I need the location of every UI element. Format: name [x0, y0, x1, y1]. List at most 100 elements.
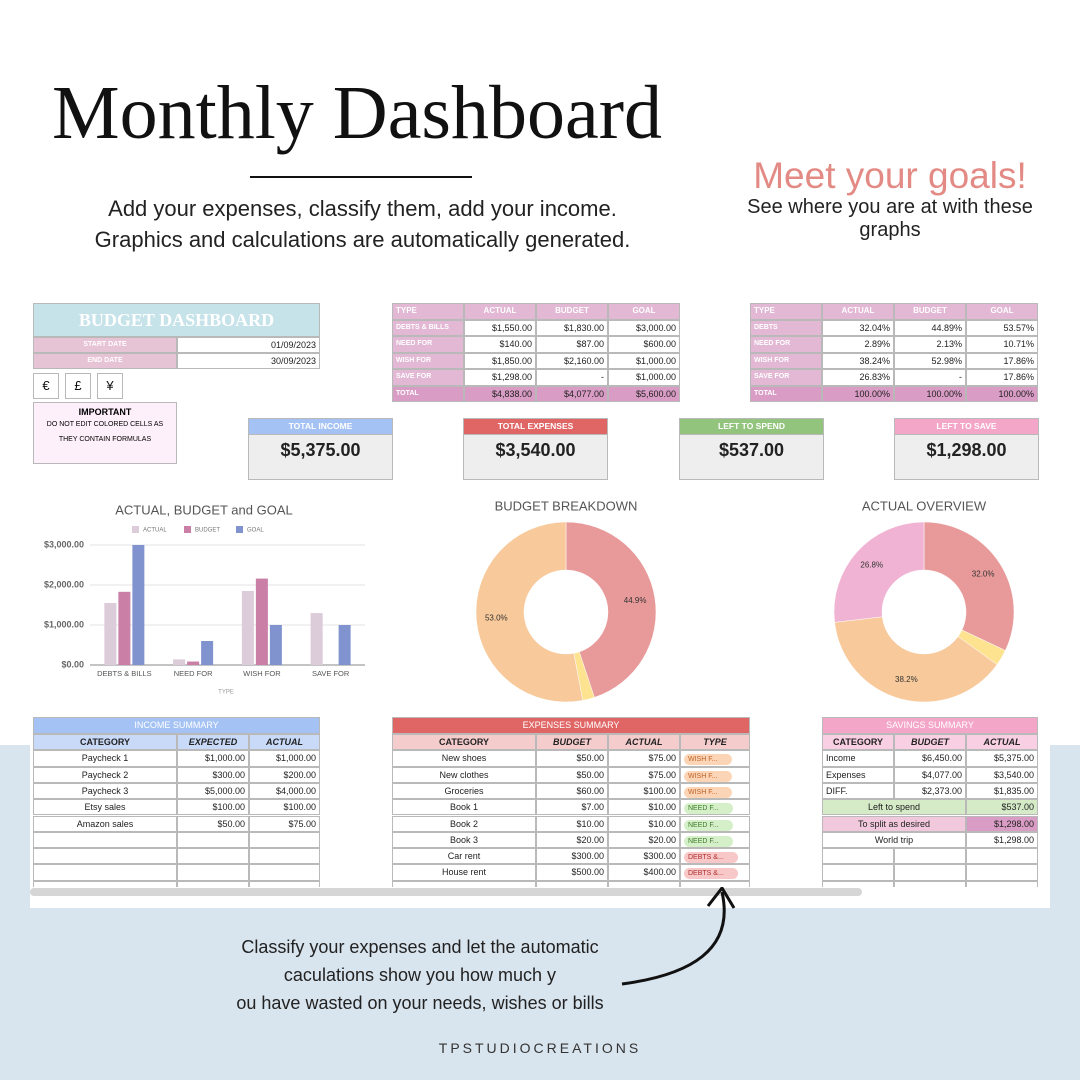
type-chip[interactable]: DEBTS &...: [684, 852, 738, 864]
bar: [255, 578, 268, 665]
table-header: CATEGORY: [33, 734, 177, 751]
table-cell: $1,298.00: [464, 369, 536, 386]
table-cell: New shoes: [392, 750, 536, 767]
currency-button[interactable]: £: [65, 373, 91, 399]
table-cell: 44.89%: [894, 319, 966, 336]
y-tick-label: $0.00: [61, 659, 84, 669]
bar: [241, 591, 254, 665]
table-cell: To split as desired: [822, 815, 966, 832]
type-chip[interactable]: WISH F...: [684, 786, 732, 798]
table-header: BUDGET: [894, 734, 966, 751]
empty-cell: [33, 880, 177, 887]
table-header: BUDGET: [536, 303, 608, 320]
legend-swatch: [236, 526, 243, 533]
type-chip[interactable]: WISH F...: [684, 754, 732, 766]
date-label: END DATE: [33, 353, 177, 369]
table-header: ACTUAL: [822, 303, 894, 320]
empty-cell: [33, 831, 177, 849]
x-tick-label: DEBTS & BILLS: [97, 669, 152, 678]
table-cell: $5,375.00: [966, 750, 1038, 767]
empty-cell: [249, 864, 320, 881]
goals-text: See where you are at with these graphs: [747, 196, 1033, 241]
kpi-label: LEFT TO SPEND: [679, 418, 824, 435]
total-cell: 100.00%: [822, 385, 894, 402]
kpi-value: $3,540.00: [495, 440, 576, 460]
table-cell: $1,000.00: [249, 750, 320, 767]
table-cell: $300.00: [536, 848, 608, 865]
empty-cell: [177, 880, 249, 887]
currency-button[interactable]: €: [33, 373, 59, 399]
y-tick-label: $2,000.00: [44, 579, 84, 589]
table-cell: $87.00: [536, 336, 608, 353]
table-cell: WISH FOR: [392, 352, 464, 369]
important-box: IMPORTANT DO NOT EDIT COLORED CELLS AS TH…: [33, 402, 177, 464]
table-header: BUDGET: [536, 734, 608, 751]
type-chip[interactable]: WISH F...: [684, 770, 732, 782]
total-cell: $4,838.00: [464, 385, 536, 402]
table-cell: $2,373.00: [894, 782, 966, 800]
kpi-label: TOTAL INCOME: [248, 418, 393, 435]
type-chip[interactable]: NEED F...: [684, 819, 733, 831]
donut-slice: [565, 521, 657, 698]
table-cell: NEED F...: [680, 831, 750, 849]
slice-label: 53.0%: [485, 614, 508, 623]
important-title: IMPORTANT: [78, 407, 132, 417]
table-cell: $75.00: [249, 815, 320, 832]
table-cell: $1,000.00: [177, 750, 249, 767]
table-cell: $3,540.00: [966, 766, 1038, 783]
table-cell: DIFF.: [822, 782, 894, 800]
x-tick-label: SAVE FOR: [312, 669, 350, 678]
empty-cell: [249, 880, 320, 887]
table-cell: NEED FOR: [750, 336, 822, 353]
table-cell: WISH F...: [680, 782, 750, 800]
empty-cell: [536, 880, 608, 887]
table-cell: Paycheck 1: [33, 750, 177, 767]
table-cell: $10.00: [608, 815, 680, 832]
total-cell: TOTAL: [392, 385, 464, 402]
table-cell: NEED F...: [680, 815, 750, 832]
currency-button[interactable]: ¥: [97, 373, 123, 399]
table-cell: NEED F...: [680, 799, 750, 816]
table-header: BUDGET: [894, 303, 966, 320]
table-cell: WISH F...: [680, 750, 750, 767]
bar: [104, 603, 117, 665]
table-cell: $1,835.00: [966, 782, 1038, 800]
table-cell: $5,000.00: [177, 782, 249, 800]
table-cell: 53.57%: [966, 319, 1038, 336]
legend-label: BUDGET: [195, 528, 220, 534]
empty-cell: [822, 864, 894, 881]
empty-cell: [177, 864, 249, 881]
legend-label: ACTUAL: [143, 528, 167, 534]
intro-text: Add your expenses, classify them, add yo…: [94, 196, 631, 252]
table-cell: 2.89%: [822, 336, 894, 353]
slice-label: 26.8%: [860, 561, 883, 570]
total-cell: $5,600.00: [608, 385, 680, 402]
table-cell: 17.86%: [966, 352, 1038, 369]
bar: [187, 661, 200, 665]
type-chip[interactable]: NEED F...: [684, 835, 733, 847]
table-cell: SAVE FOR: [750, 369, 822, 386]
table-header: ACTUAL: [966, 734, 1038, 751]
table-cell: $1,850.00: [464, 352, 536, 369]
callout-line: ou have wasted on your needs, wishes or …: [236, 993, 604, 1013]
table-cell: $3,000.00: [608, 319, 680, 336]
table-cell: $1,550.00: [464, 319, 536, 336]
slice-label: 32.0%: [972, 570, 995, 579]
table-cell: House rent: [392, 864, 536, 881]
empty-cell: [608, 880, 680, 887]
bar: [201, 641, 214, 665]
table-cell: Etsy sales: [33, 799, 177, 816]
legend-swatch: [184, 526, 191, 533]
table-cell: Income: [822, 750, 894, 767]
table-header: GOAL: [608, 303, 680, 320]
type-chip[interactable]: DEBTS &...: [684, 868, 738, 880]
table-cell: $1,298.00: [966, 815, 1038, 832]
chart-title: BUDGET BREAKDOWN: [495, 498, 638, 513]
empty-cell: [33, 864, 177, 881]
empty-cell: [680, 880, 750, 887]
table-cell: 10.71%: [966, 336, 1038, 353]
table-cell: $1,298.00: [966, 831, 1038, 849]
table-cell: $20.00: [608, 831, 680, 849]
table-cell: 38.24%: [822, 352, 894, 369]
type-chip[interactable]: NEED F...: [684, 803, 733, 815]
